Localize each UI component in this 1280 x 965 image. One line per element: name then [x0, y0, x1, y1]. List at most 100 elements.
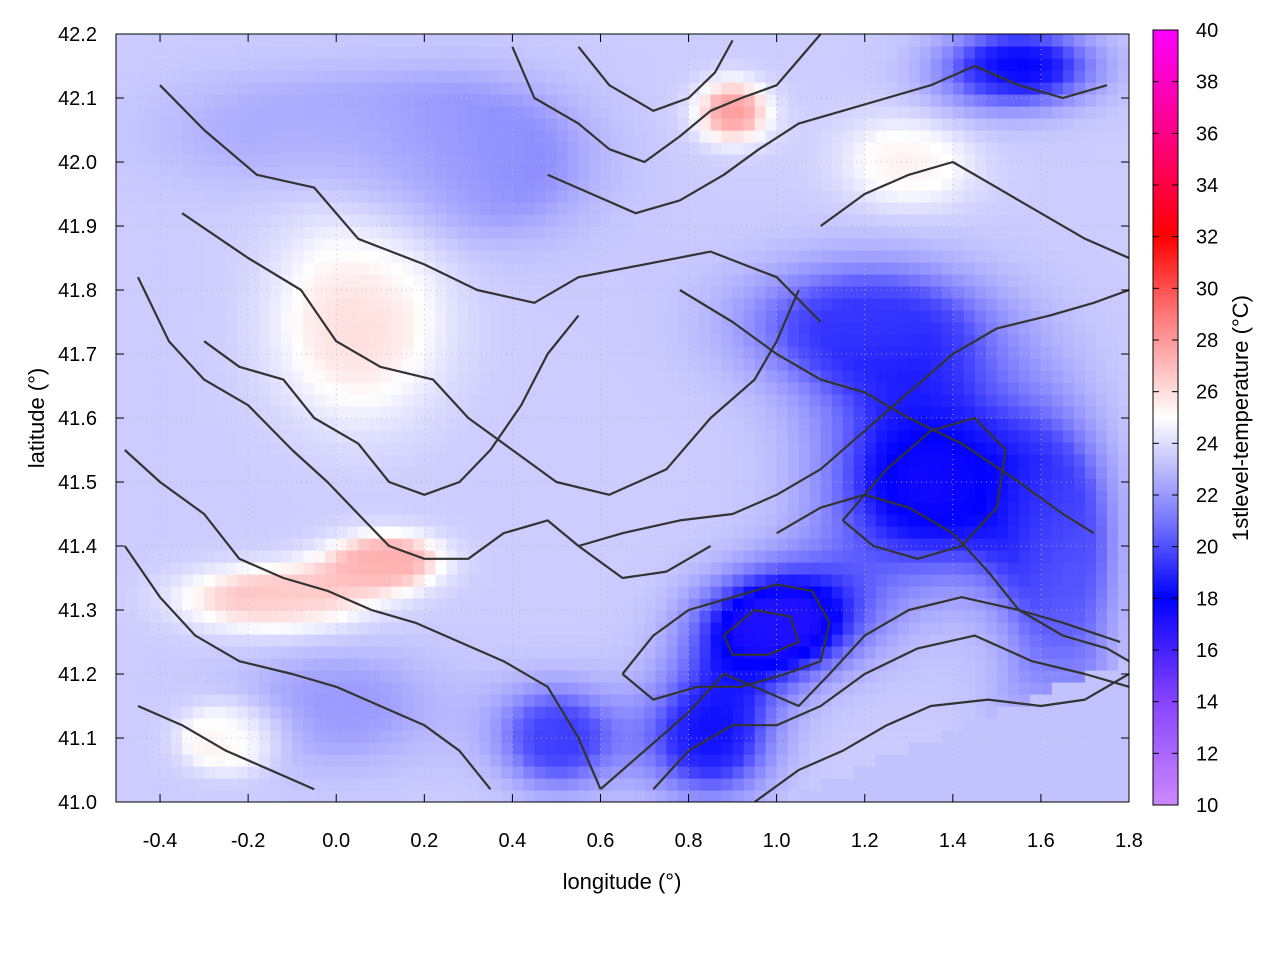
heatmap-cell [678, 538, 690, 551]
heatmap-cell [380, 766, 392, 779]
heatmap-cell [391, 730, 403, 743]
heatmap-cell [1063, 238, 1075, 251]
heatmap-cell [116, 682, 128, 695]
heatmap-cell [215, 478, 227, 491]
heatmap-cell [600, 550, 612, 563]
heatmap-cell [898, 490, 910, 503]
heatmap-cell [656, 262, 668, 275]
heatmap-cell [810, 190, 822, 203]
heatmap-cell [975, 790, 987, 803]
heatmap-cell [1030, 190, 1042, 203]
heatmap-cell [138, 142, 150, 155]
heatmap-cell [700, 286, 712, 299]
heatmap-cell [986, 298, 998, 311]
heatmap-cell [975, 682, 987, 695]
heatmap-cell [865, 238, 877, 251]
heatmap-cell [314, 202, 326, 215]
heatmap-cell [358, 322, 370, 335]
heatmap-cell [292, 598, 304, 611]
heatmap-cell [964, 322, 976, 335]
heatmap-cell [678, 430, 690, 443]
heatmap-cell [578, 370, 590, 383]
heatmap-cell [226, 778, 238, 791]
heatmap-cell [116, 202, 128, 215]
heatmap-cell [1085, 478, 1097, 491]
heatmap-cell [634, 430, 646, 443]
heatmap-cell [854, 214, 866, 227]
heatmap-cell [909, 454, 921, 467]
heatmap-cell [292, 718, 304, 731]
heatmap-cell [138, 418, 150, 431]
heatmap-cell [138, 670, 150, 683]
heatmap-cell [788, 754, 800, 767]
heatmap-cell [744, 754, 756, 767]
heatmap-cell [303, 274, 315, 287]
heatmap-cell [975, 670, 987, 683]
heatmap-cell [711, 418, 723, 431]
heatmap-cell [920, 538, 932, 551]
heatmap-cell [854, 646, 866, 659]
heatmap-cell [821, 562, 833, 575]
heatmap-cell [182, 766, 194, 779]
heatmap-cell [865, 166, 877, 179]
heatmap-cell [127, 298, 139, 311]
heatmap-cell [435, 514, 447, 527]
heatmap-cell [259, 526, 271, 539]
heatmap-cell [766, 286, 778, 299]
heatmap-cell [578, 154, 590, 167]
heatmap-cell [1041, 334, 1053, 347]
heatmap-cell [468, 394, 480, 407]
heatmap-cell [997, 358, 1009, 371]
heatmap-cell [237, 262, 249, 275]
heatmap-cell [215, 454, 227, 467]
heatmap-cell [634, 514, 646, 527]
heatmap-cell [711, 562, 723, 575]
heatmap-cell [1118, 202, 1130, 215]
heatmap-cell [755, 226, 767, 239]
heatmap-cell [182, 574, 194, 587]
heatmap-cell [1085, 790, 1097, 803]
heatmap-cell [281, 490, 293, 503]
heatmap-cell [1030, 718, 1042, 731]
heatmap-cell [788, 406, 800, 419]
heatmap-cell [281, 790, 293, 803]
heatmap-cell [986, 466, 998, 479]
heatmap-cell [645, 622, 657, 635]
heatmap-cell [843, 730, 855, 743]
heatmap-cell [490, 682, 502, 695]
heatmap-cell [623, 226, 635, 239]
heatmap-cell [182, 790, 194, 803]
heatmap-cell [402, 598, 414, 611]
heatmap-cell [149, 634, 161, 647]
heatmap-cell [358, 370, 370, 383]
heatmap-cell [336, 610, 348, 623]
heatmap-cell [402, 202, 414, 215]
heatmap-cell [127, 274, 139, 287]
heatmap-cell [413, 526, 425, 539]
heatmap-cell [777, 598, 789, 611]
heatmap-cell [975, 214, 987, 227]
heatmap-cell [413, 790, 425, 803]
heatmap-cell [204, 598, 216, 611]
heatmap-cell [215, 550, 227, 563]
heatmap-cell [898, 442, 910, 455]
heatmap-cell [171, 310, 183, 323]
heatmap-cell [1096, 442, 1108, 455]
heatmap-cell [975, 394, 987, 407]
heatmap-cell [887, 694, 899, 707]
heatmap-cell [556, 658, 568, 671]
heatmap-cell [457, 478, 469, 491]
heatmap-cell [744, 394, 756, 407]
heatmap-cell [1052, 778, 1064, 791]
heatmap-cell [578, 454, 590, 467]
heatmap-cell [865, 718, 877, 731]
heatmap-cell [1019, 790, 1031, 803]
heatmap-cell [237, 670, 249, 683]
heatmap-cell [611, 634, 623, 647]
heatmap-cell [1019, 502, 1031, 515]
heatmap-cell [193, 202, 205, 215]
heatmap-cell [931, 778, 943, 791]
heatmap-cell [1008, 742, 1020, 755]
heatmap-cell [457, 742, 469, 755]
heatmap-cell [810, 382, 822, 395]
